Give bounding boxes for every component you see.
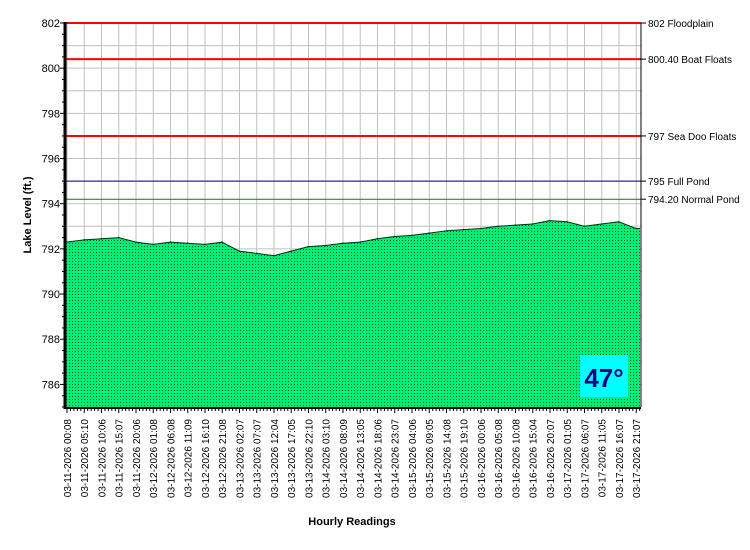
data-point [445,230,448,232]
data-point [307,245,310,248]
data-point [617,220,620,223]
data-point [238,250,241,252]
x-tick-label: 03-11-2026 00:08 [63,419,74,498]
data-point [255,252,258,255]
data-point [221,241,223,243]
x-tick-label: 03-14-2026 18:06 [373,419,384,498]
data-point [548,219,551,222]
x-tick-label: 03-14-2026 03:10 [322,419,333,498]
x-tick-label: 03-16-2026 00:06 [477,419,488,498]
data-point [186,242,189,245]
y-tick-label: 796 [42,154,60,166]
x-tick-label: 03-15-2026 19:10 [460,419,471,498]
level-area [66,220,640,407]
data-point [462,228,465,231]
x-tick-label: 03-11-2026 05:10 [80,419,91,498]
x-tick-label: 03-13-2026 07:07 [253,419,264,498]
x-tick-label: 03-13-2026 12:04 [270,419,281,498]
data-point [393,235,396,238]
x-tick-label: 03-17-2026 01:05 [563,419,574,498]
reference-label: 797 Sea Doo Floats [648,132,736,143]
data-point [290,250,292,252]
x-tick-label: 03-15-2026 14:08 [442,419,453,498]
x-tick-label: 03-14-2026 08:09 [339,419,350,498]
x-tick-label: 03-16-2026 10:08 [511,419,522,498]
x-tick-label: 03-16-2026 20:07 [546,419,557,498]
y-tick-label: 798 [42,108,60,120]
y-tick-label: 800 [42,63,60,75]
data-point [480,227,482,230]
data-point [273,254,275,257]
reference-label: 802 Floodplain [648,19,714,30]
y-axis-label: Lake Level (ft.) [22,176,34,253]
data-point [531,223,534,225]
temperature-badge: 47° [580,355,628,397]
data-point [117,236,120,239]
x-tick-label: 03-14-2026 13:05 [356,419,367,498]
data-point [566,220,568,223]
y-tick-label: 786 [42,379,60,391]
data-point [497,225,499,228]
axes: 786 788 790 792 794 796 798 800 802 03-11-2026 00… [42,18,643,498]
data-point [324,244,327,247]
data-point [583,225,586,228]
data-point [514,224,517,226]
x-tick-label: 03-16-2026 15:04 [529,419,540,498]
x-tick-label: 03-11-2026 10:06 [97,419,108,498]
x-tick-label: 03-11-2026 15:07 [115,419,126,498]
x-tick-label: 03-12-2026 16:10 [201,419,212,498]
data-point [152,243,155,246]
temperature-text: 47° [584,363,623,393]
data-point [169,241,172,243]
x-tick-label: 03-16-2026 05:08 [494,419,505,498]
data-point [204,243,206,246]
x-tick-label: 03-13-2026 17:05 [287,419,298,498]
reference-label: 795 Full Pond [648,177,710,188]
y-tick-label: 792 [42,244,60,256]
y-tick-label: 788 [42,334,60,346]
reference-lines: 802 Floodplain 800.40 Boat Floats 797 Sea … [65,19,740,206]
x-tick-label: 03-11-2026 20:06 [132,419,143,498]
data-point [411,234,413,237]
data-area [65,219,640,407]
x-tick-label: 03-12-2026 11:09 [184,419,195,498]
reference-label: 794.20 Normal Pond [648,195,740,206]
x-tick-label: 03-17-2026 16:07 [615,419,626,498]
reference-label: 800.40 Boat Floats [648,55,732,66]
x-tick-label: 03-14-2026 23:07 [391,419,402,498]
data-point [376,237,379,240]
data-point [342,242,344,245]
data-point [83,239,86,241]
y-tick-label: 794 [42,199,60,211]
x-tick-label: 03-13-2026 22:10 [304,419,315,498]
data-point [600,223,603,225]
x-tick-label: 03-17-2026 11:05 [598,419,609,498]
x-tick-label: 03-15-2026 09:05 [425,419,436,498]
data-point [100,237,103,240]
data-point [428,232,430,234]
data-point [359,241,361,243]
x-tick-label: 03-17-2026 06:07 [580,419,591,498]
data-point [635,227,637,230]
data-point [135,241,137,243]
x-tick-label: 03-13-2026 02:07 [235,419,246,498]
x-tick-label: 03-12-2026 06:08 [166,419,177,498]
y-tick-label: 802 [42,18,60,30]
x-tick-label: 03-12-2026 01:08 [149,419,160,498]
x-tick-label: 03-17-2026 21:07 [632,419,643,498]
x-tick-label: 03-12-2026 21:08 [218,419,229,498]
y-tick-label: 790 [42,289,60,301]
x-tick-label: 03-15-2026 04:06 [408,419,419,498]
x-axis-label: Hourly Readings [308,516,395,528]
